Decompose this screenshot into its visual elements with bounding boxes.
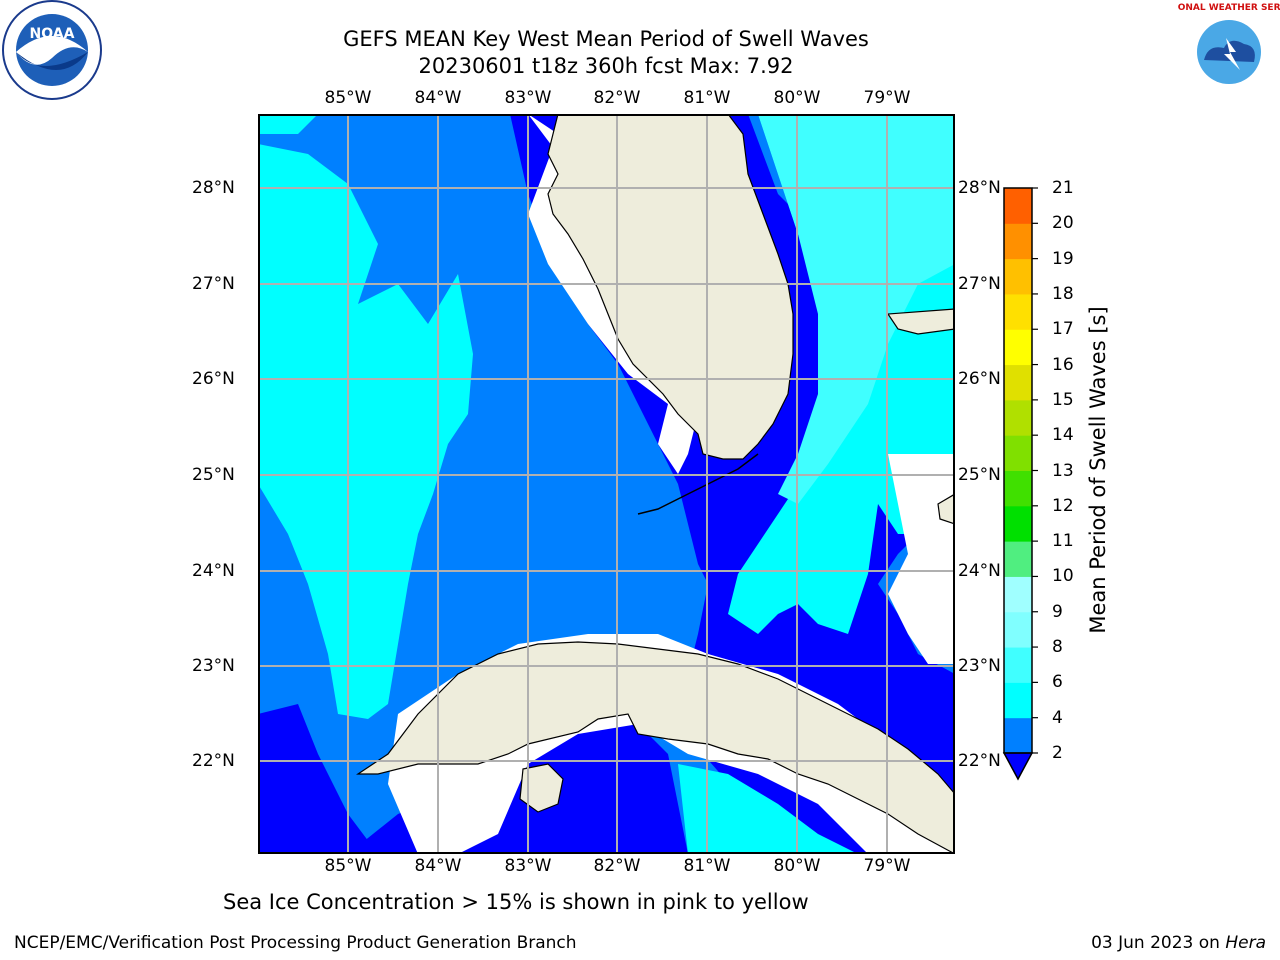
lat-label-right: 28°N [958, 178, 1001, 198]
lon-label-top: 82°W [593, 88, 641, 108]
map-frame [258, 114, 955, 854]
lat-label-left: 24°N [192, 561, 235, 581]
colorbar-swatch [1004, 541, 1032, 577]
colorbar-tick-label: 9 [1052, 601, 1063, 622]
lat-label-left: 28°N [192, 178, 235, 198]
noaa-logo-text: NOAA [30, 26, 75, 42]
lon-label-top: 80°W [773, 88, 821, 108]
colorbar-swatch [1004, 364, 1032, 401]
lat-label-left: 27°N [192, 274, 235, 294]
lon-label-top: 85°W [324, 88, 372, 108]
andros-land [937, 493, 955, 525]
colorbar-tick-label: 13 [1052, 460, 1074, 481]
lat-label-left: 26°N [192, 369, 235, 389]
colorbar-tick-label: 14 [1052, 425, 1074, 446]
lon-label-bottom: 81°W [683, 856, 731, 876]
graticule [258, 114, 955, 854]
lon-label-bottom: 80°W [773, 856, 821, 876]
lat-label-right: 25°N [958, 465, 1001, 485]
nws-logo-text: NATIONAL WEATHER SERVICE [1178, 3, 1280, 13]
isla-juventud-land [519, 763, 564, 813]
colorbar-tick-label: 16 [1052, 354, 1074, 375]
lon-label-bottom: 82°W [593, 856, 641, 876]
florida-keys [637, 453, 759, 515]
colorbar-swatch [1004, 717, 1032, 754]
colorbar-tick-label: 17 [1052, 319, 1074, 340]
colorbar-tick-label: 12 [1052, 495, 1074, 516]
colorbar-swatch [1004, 329, 1032, 366]
colorbar-under-arrow [1002, 752, 1034, 781]
footer-credit: NCEP/EMC/Verification Post Processing Pr… [14, 933, 577, 953]
footer-date: 03 Jun 2023 on Hera [1091, 933, 1266, 953]
lon-label-top: 83°W [504, 88, 552, 108]
colorbar-swatch [1004, 576, 1032, 613]
colorbar-swatch [1004, 258, 1032, 295]
colorbar-tick-label: 6 [1052, 672, 1063, 693]
lat-label-left: 23°N [192, 656, 235, 676]
lat-label-right: 26°N [958, 369, 1001, 389]
colorbar-swatch [1004, 470, 1032, 507]
florida-land [547, 114, 794, 460]
colorbar-swatch [1004, 682, 1032, 719]
band-4-6-north [258, 114, 318, 134]
colorbar [1002, 187, 1038, 781]
colorbar-tick-label: 18 [1052, 283, 1074, 304]
colorbar-tick-label: 4 [1052, 707, 1063, 728]
sea-ice-note: Sea Ice Concentration > 15% is shown in … [223, 890, 809, 914]
colorbar-swatch [1004, 293, 1032, 330]
lon-label-bottom: 79°W [863, 856, 911, 876]
lat-label-right: 27°N [958, 274, 1001, 294]
colorbar-swatch [1004, 505, 1032, 542]
colorbar-tick-label: 21 [1052, 178, 1074, 198]
lon-label-top: 81°W [683, 88, 731, 108]
noaa-logo: NOAA [2, 0, 102, 100]
lon-label-top: 84°W [414, 88, 462, 108]
lat-label-right: 23°N [958, 656, 1001, 676]
footer-date-text: 03 Jun 2023 on [1091, 933, 1226, 953]
colorbar-swatch [1004, 611, 1032, 648]
colorbar-tick-label: 10 [1052, 566, 1074, 587]
lon-label-bottom: 83°W [504, 856, 552, 876]
band-4-6-south [678, 764, 858, 854]
lat-label-left: 22°N [192, 751, 235, 771]
colorbar-swatch [1004, 223, 1032, 260]
colorbar-swatch [1004, 435, 1032, 471]
colorbar-tick-label: 19 [1052, 248, 1074, 269]
colorbar-tick-label: 15 [1052, 389, 1074, 410]
colorbar-tick-label: 20 [1052, 213, 1074, 234]
colorbar-swatch [1004, 647, 1032, 683]
colorbar-tick-label: 8 [1052, 637, 1063, 658]
lat-label-right: 22°N [958, 751, 1001, 771]
colorbar-tick-label: 11 [1052, 531, 1074, 552]
footer-host: Hera [1225, 933, 1266, 953]
lon-label-bottom: 84°W [414, 856, 462, 876]
band-6-8-east [758, 114, 955, 504]
colorbar-swatch [1004, 188, 1032, 224]
lat-label-right: 24°N [958, 561, 1001, 581]
cuba-land [356, 641, 955, 854]
colorbar-swatch [1004, 399, 1032, 436]
colorbar-tick-label: 2 [1052, 743, 1063, 763]
lon-label-bottom: 85°W [324, 856, 372, 876]
lon-label-top: 79°W [863, 88, 911, 108]
bahamas-land [886, 308, 955, 335]
colorbar-title: Mean Period of Swell Waves [s] [1086, 306, 1110, 634]
lat-label-left: 25°N [192, 465, 235, 485]
nws-logo: NATIONAL WEATHER SERVICE [1178, 3, 1280, 97]
swell-period-map [258, 114, 955, 854]
map-title: GEFS MEAN Key West Mean Period of Swell … [343, 27, 869, 51]
band-4-6-west [258, 144, 473, 719]
map-subtitle: 20230601 t18z 360h fcst Max: 7.92 [418, 54, 794, 78]
